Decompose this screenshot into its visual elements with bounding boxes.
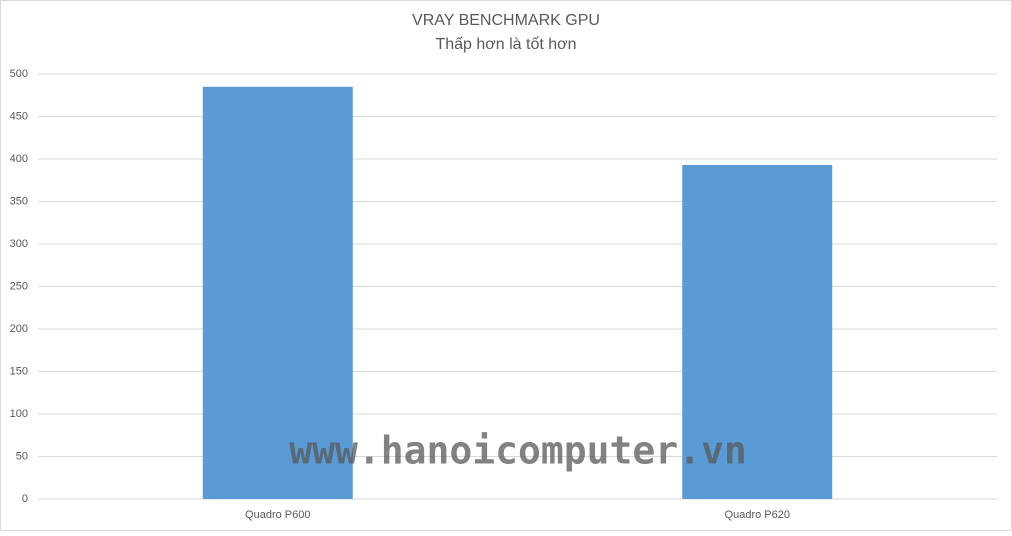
chart-title: VRAY BENCHMARK GPU [412,12,600,29]
plot-area: 0 50 100 150 200 250 300 350 400 450 500 Quadro P60… [10,68,997,521]
y-tick-label: 400 [10,153,28,165]
bar [682,164,833,499]
y-tick-label: 200 [10,323,28,335]
y-tick-label: 150 [10,365,28,377]
y-tick-label: 50 [16,450,28,462]
x-tick-label: Quadro P620 [725,509,790,521]
y-tick-label: 350 [10,195,28,207]
x-tick-label: Quadro P600 [245,509,310,521]
y-tick-label: 0 [22,493,28,505]
y-tick-label: 300 [10,238,28,250]
y-tick-label: 500 [10,68,28,80]
y-tick-label: 100 [10,408,28,420]
watermark: www.hanoicomputer.vn [289,429,747,473]
chart-subtitle: Thấp hơn là tốt hơn [435,36,576,53]
y-tick-label: 450 [10,110,28,122]
bar [202,86,353,499]
y-tick-label: 250 [10,280,28,292]
